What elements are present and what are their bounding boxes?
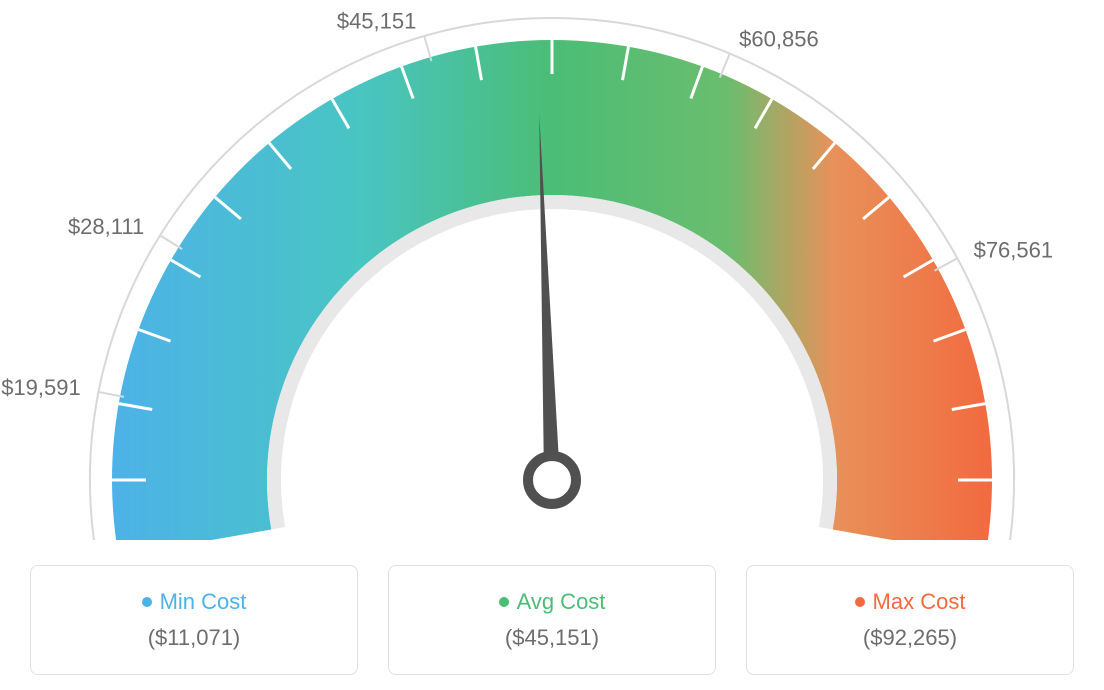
- legend-value: ($11,071): [148, 625, 241, 651]
- tick-major: [720, 54, 730, 78]
- tick-major: [98, 392, 124, 397]
- dot-icon: [855, 597, 865, 607]
- scale-label: $28,111: [68, 214, 144, 239]
- legend-card-min: Min Cost ($11,071): [30, 565, 358, 675]
- legend-title-min: Min Cost: [142, 589, 247, 615]
- scale-label: $76,561: [974, 237, 1054, 262]
- legend-title-max: Max Cost: [855, 589, 966, 615]
- legend-value: ($45,151): [505, 625, 599, 651]
- scale-label: $19,591: [1, 375, 81, 400]
- cost-gauge: $11,071$19,591$28,111$45,151$60,856$76,5…: [0, 0, 1104, 540]
- dot-icon: [142, 597, 152, 607]
- legend-title-avg: Avg Cost: [499, 589, 606, 615]
- legend-card-avg: Avg Cost ($45,151): [388, 565, 716, 675]
- legend-label: Max Cost: [873, 589, 966, 615]
- legend-row: Min Cost ($11,071) Avg Cost ($45,151) Ma…: [0, 565, 1104, 675]
- legend-card-max: Max Cost ($92,265): [746, 565, 1074, 675]
- scale-label: $60,856: [739, 26, 819, 51]
- tick-major: [160, 235, 182, 249]
- tick-major: [424, 36, 431, 61]
- legend-label: Min Cost: [160, 589, 247, 615]
- tick-major: [934, 258, 957, 270]
- legend-label: Avg Cost: [517, 589, 606, 615]
- legend-value: ($92,265): [863, 625, 957, 651]
- dot-icon: [499, 597, 509, 607]
- needle-hub: [528, 456, 576, 504]
- scale-label: $45,151: [337, 8, 417, 33]
